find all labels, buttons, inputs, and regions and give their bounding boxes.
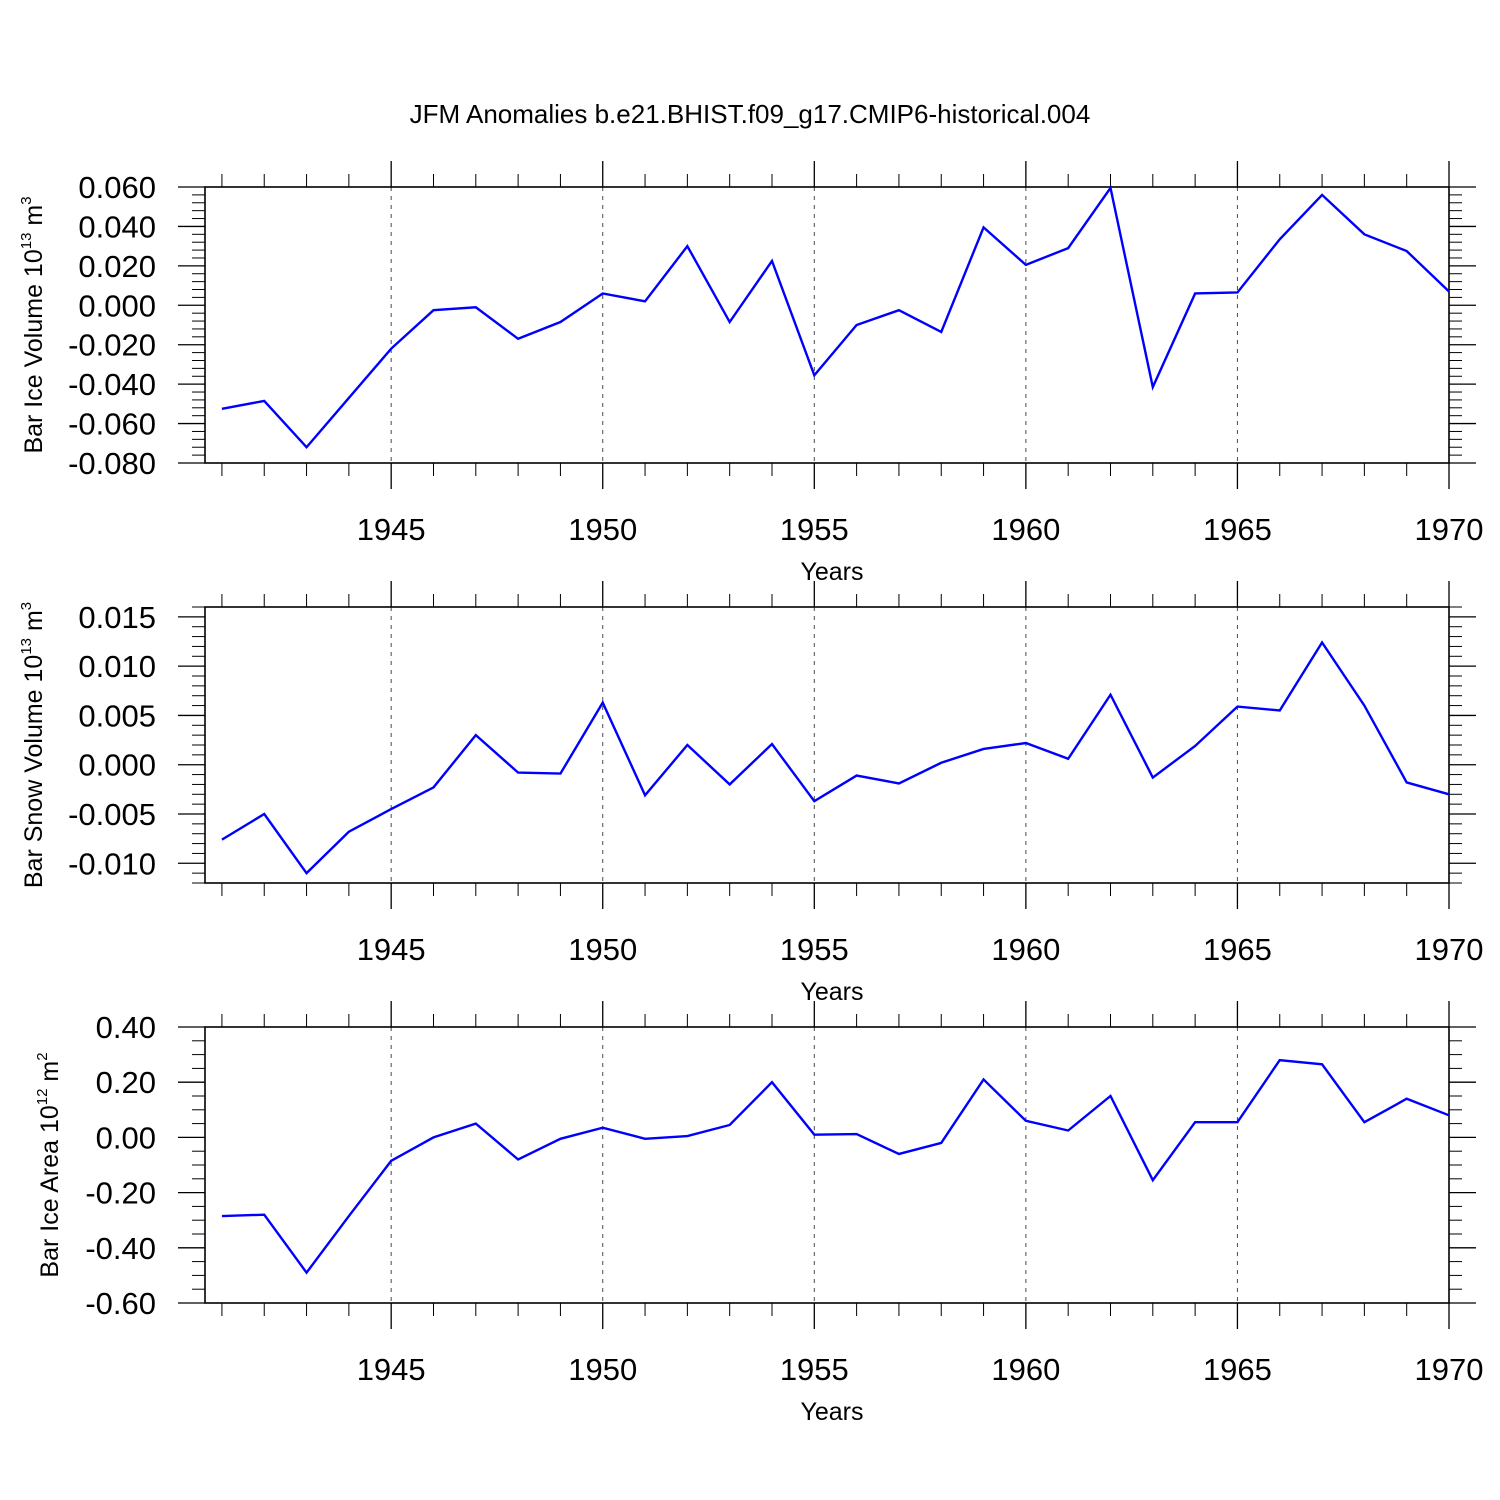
y-tick-label: -0.005 <box>68 797 156 832</box>
x-tick-label: 1970 <box>1415 512 1484 547</box>
plot-frame <box>204 186 1450 464</box>
y-tick-label: 0.000 <box>78 288 156 323</box>
y-tick-label: -0.010 <box>68 846 156 881</box>
x-tick-label: 1970 <box>1415 1352 1484 1387</box>
x-tick-label: 1945 <box>357 1352 426 1387</box>
y-tick-label: 0.015 <box>78 600 156 635</box>
x-tick-label: 1950 <box>568 932 637 967</box>
panels: -0.080 -0.060 -0.040 -0.020 0.000 0.020 0.040 0… <box>18 161 1483 1426</box>
plot-frame <box>204 606 1450 884</box>
x-tick-label: 1960 <box>991 932 1060 967</box>
y-tick-label: 0.00 <box>96 1120 156 1155</box>
x-axis-title: Years <box>800 1398 863 1426</box>
y-axis-title-unit-exponent: 2 <box>34 1052 51 1060</box>
series-line <box>221 1058 1450 1275</box>
series-line <box>221 185 1450 450</box>
y-tick-label: -0.60 <box>85 1286 156 1321</box>
x-tick-label: 1965 <box>1203 1352 1272 1387</box>
x-tick-label: 1955 <box>780 1352 849 1387</box>
x-tick-label: 1965 <box>1203 932 1272 967</box>
x-tick-label: 1950 <box>568 512 637 547</box>
y-axis-title-unit: m <box>20 610 48 638</box>
y-tick-label: 0.020 <box>78 249 156 284</box>
y-axis-title-unit-exponent: 3 <box>18 602 35 610</box>
y-tick-label: 0.040 <box>78 209 156 244</box>
x-axis-title: Years <box>800 558 863 586</box>
y-axis-title-main: Bar Ice Volume 10 <box>20 249 48 453</box>
x-tick-label: 1965 <box>1203 512 1272 547</box>
y-axis-title-unit: m <box>36 1061 64 1089</box>
panel-3: -0.60 -0.40 -0.20 0.00 0.20 0.40 1945 1950 1955 1… <box>34 1001 1483 1426</box>
y-axis-title-exponent: 13 <box>18 638 35 655</box>
y-tick-label: 0.060 <box>78 170 156 205</box>
y-axis-title-exponent: 13 <box>18 233 35 250</box>
series-line <box>221 640 1450 875</box>
y-axis-title-exponent: 12 <box>34 1089 51 1106</box>
y-axis-title: Bar Ice Volume 1013 m3 <box>18 196 48 453</box>
y-axis-title: Bar Snow Volume 1013 m3 <box>18 602 48 888</box>
plot-frame <box>204 1026 1450 1304</box>
x-tick-label: 1945 <box>357 512 426 547</box>
y-tick-label: 0.005 <box>78 698 156 733</box>
x-tick-label: 1970 <box>1415 932 1484 967</box>
x-tick-label: 1955 <box>780 512 849 547</box>
y-axis-title-main: Bar Ice Area 10 <box>36 1105 64 1277</box>
x-tick-label: 1960 <box>991 512 1060 547</box>
y-tick-label: -0.020 <box>68 328 156 363</box>
y-tick-label: -0.080 <box>68 446 156 481</box>
y-tick-label: -0.060 <box>68 407 156 442</box>
y-tick-label: -0.040 <box>68 367 156 402</box>
x-tick-label: 1950 <box>568 1352 637 1387</box>
x-tick-label: 1945 <box>357 932 426 967</box>
figure-title: JFM Anomalies b.e21.BHIST.f09_g17.CMIP6-… <box>410 99 1091 129</box>
y-axis-title-unit-exponent: 3 <box>18 196 35 204</box>
y-tick-label: 0.010 <box>78 649 156 684</box>
y-axis-title: Bar Ice Area 1012 m2 <box>34 1052 64 1277</box>
y-tick-label: 0.000 <box>78 748 156 783</box>
x-tick-label: 1955 <box>780 932 849 967</box>
y-axis-title-main: Bar Snow Volume 10 <box>20 655 48 888</box>
y-tick-label: -0.20 <box>85 1176 156 1211</box>
x-axis-title: Years <box>800 978 863 1006</box>
y-axis-title-unit: m <box>20 205 48 233</box>
y-tick-label: 0.40 <box>96 1010 156 1045</box>
y-tick-label: -0.40 <box>85 1231 156 1266</box>
y-tick-label: 0.20 <box>96 1065 156 1100</box>
x-tick-label: 1960 <box>991 1352 1060 1387</box>
panel-2: -0.010 -0.005 0.000 0.005 0.010 0.015 1945 1950… <box>18 581 1483 1006</box>
panel-1: -0.080 -0.060 -0.040 -0.020 0.000 0.020 0.040 0… <box>18 161 1483 586</box>
